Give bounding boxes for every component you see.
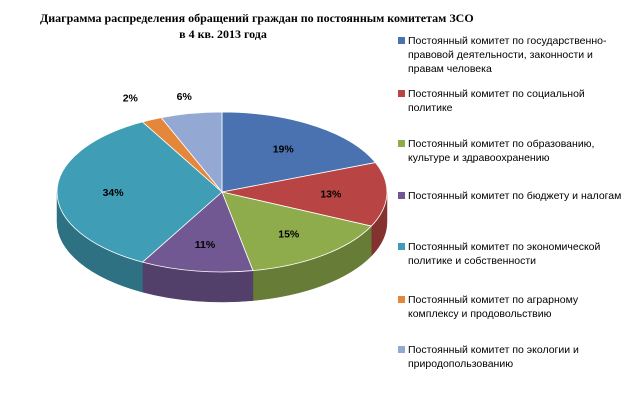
chart-title: Диаграмма распределения обращений гражда… [40,10,474,42]
pie-labels: 19% 13% 15% 11% 34% 2% 6% [103,91,342,251]
pie-data-label: 15% [278,229,300,241]
pie-data-label: 13% [320,189,342,201]
legend-item: Постоянный комитет по экономической поли… [398,240,624,268]
legend-swatch [398,296,405,303]
pie-slice [221,162,388,227]
legend-item: Постоянный комитет по образованию, культ… [398,137,624,165]
legend-label: Постоянный комитет по государственно-пра… [408,35,607,75]
legend-swatch [398,140,405,147]
pie-slice [221,111,377,193]
pie-data-label: 19% [273,143,295,155]
legend-swatch [398,346,405,353]
legend-label: Постоянный комитет по бюджету и налогам [408,190,622,202]
legend-item: Постоянный комитет по бюджету и налогам [398,189,624,203]
legend-swatch [398,192,405,199]
legend-swatch [398,90,405,97]
pie-data-label: 34% [103,187,125,199]
pie-slice [221,191,373,272]
pie-slice [56,121,223,263]
chart-title-line-2: в 4 кв. 2013 года [179,27,267,41]
pie-tops [56,111,388,273]
chart-title-line-1: Диаграмма распределения обращений гражда… [40,11,474,25]
legend-label: Постоянный комитет по социальной политик… [408,88,585,114]
pie-data-label: 11% [195,239,216,251]
pie-slice [160,111,223,194]
legend-swatch [398,243,405,250]
legend-swatch [398,37,405,44]
legend-label: Постоянный комитет по экономической поли… [408,241,601,267]
legend-label: Постоянный комитет по аграрному комплекс… [408,294,579,320]
legend-item: Постоянный комитет по социальной политик… [398,87,624,115]
pie-data-label: 6% [177,91,193,103]
legend-item: Постоянный комитет по экологии и природо… [398,343,624,371]
legend-label: Постоянный комитет по экологии и природо… [408,344,579,370]
pie-data-label: 2% [123,93,139,105]
legend-item: Постоянный комитет по государственно-пра… [398,34,624,76]
legend-label: Постоянный комитет по образованию, культ… [408,138,595,164]
pie-slice [141,191,254,273]
legend-item: Постоянный комитет по аграрному комплекс… [398,293,624,321]
